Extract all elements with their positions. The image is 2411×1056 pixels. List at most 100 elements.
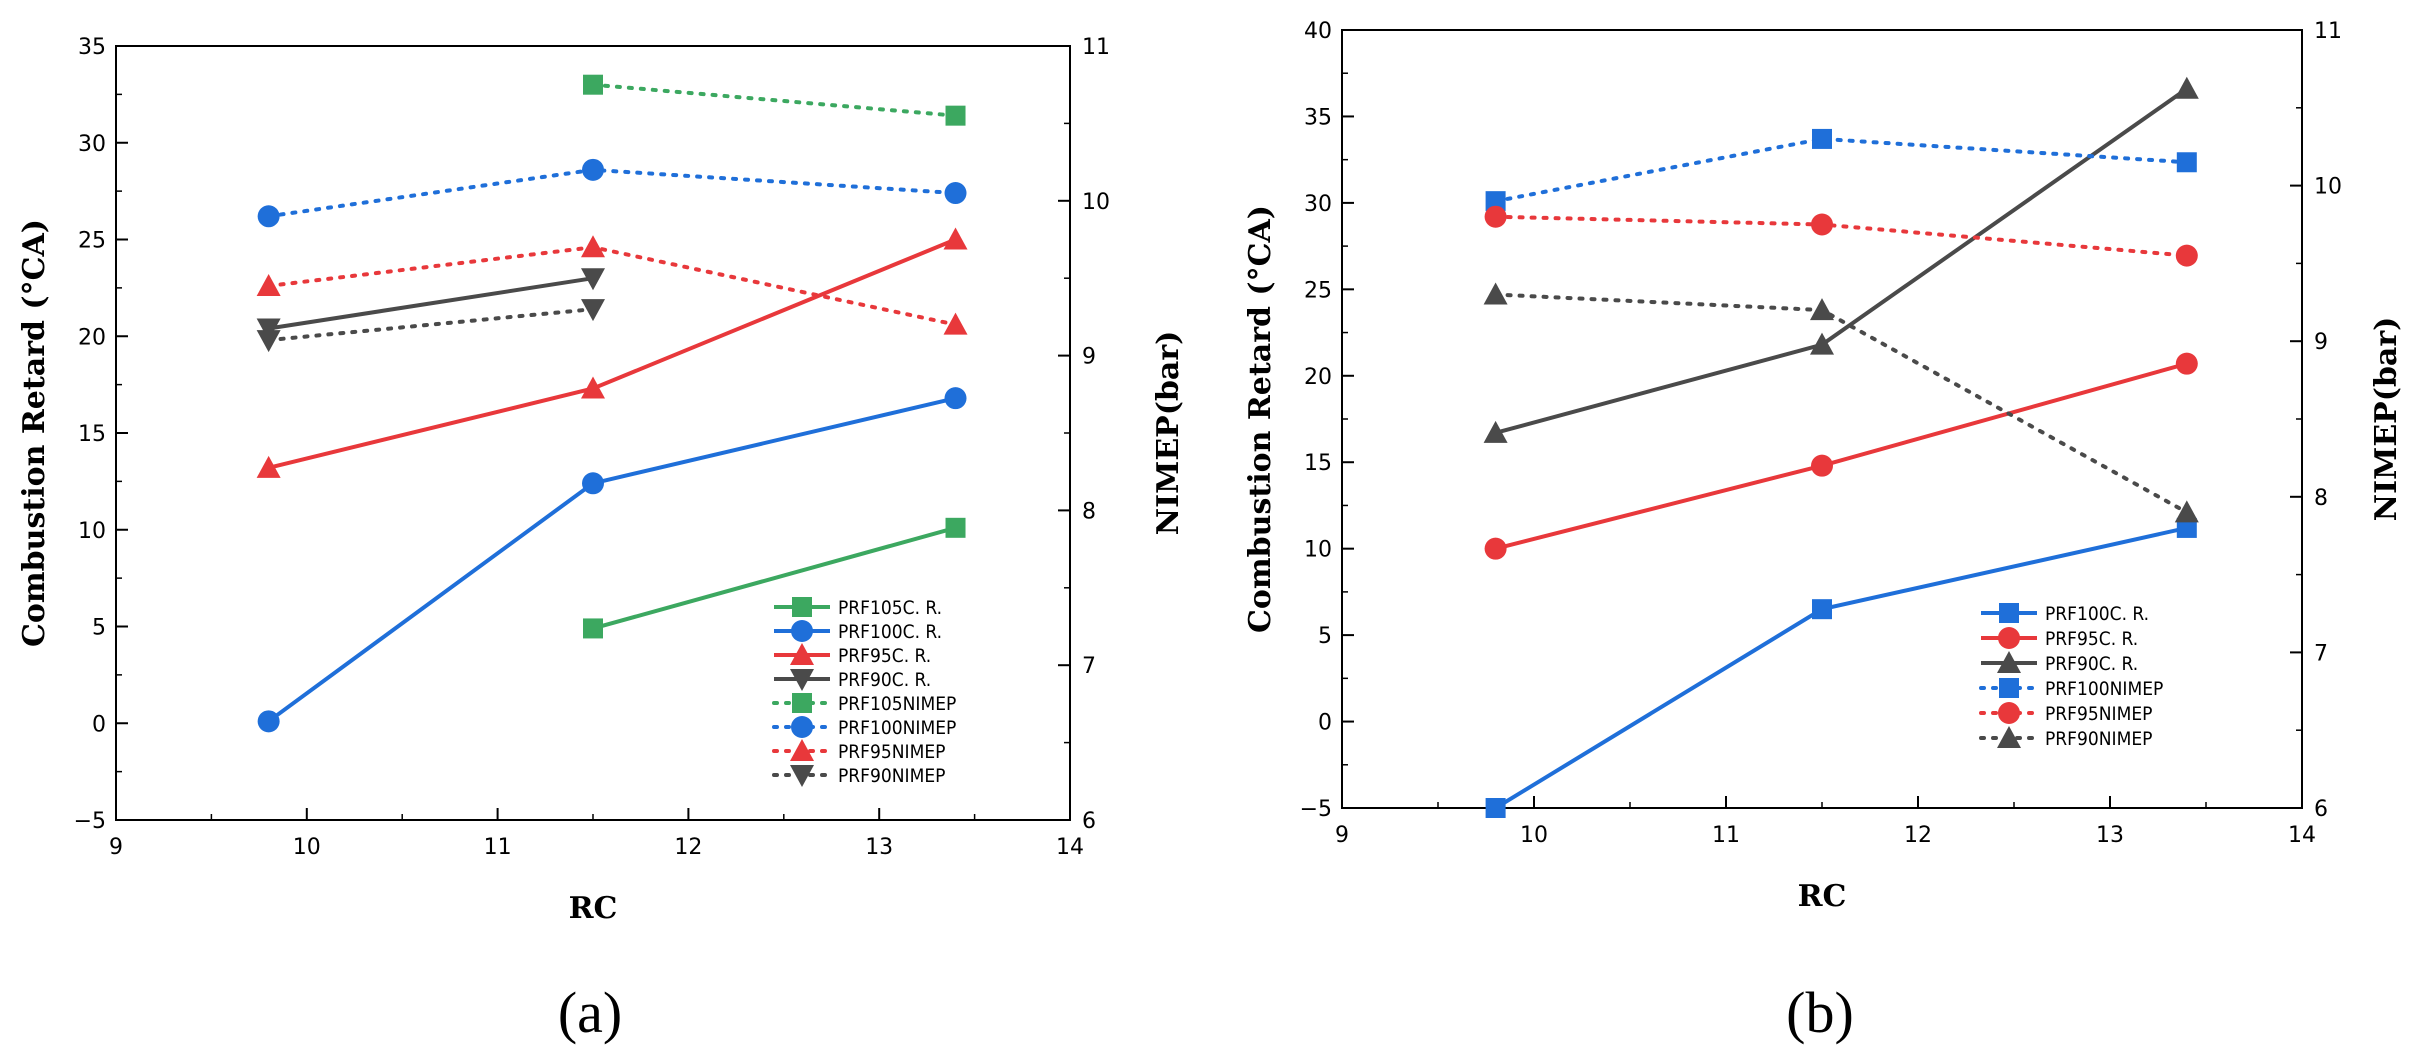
y2-tick-label: 7 (2314, 641, 2328, 666)
data-point (256, 318, 281, 341)
y-tick-label: 0 (92, 712, 106, 737)
legend-swatch-marker (1999, 678, 2019, 698)
data-point (944, 387, 967, 410)
y-tick-label: 30 (1304, 192, 1332, 217)
data-point (583, 74, 603, 95)
data-point (1483, 420, 1508, 443)
legend-label: PRF105C. R. (838, 597, 942, 619)
legend-label: PRF90NIMEP (2045, 728, 2152, 750)
x-tick-label: 12 (674, 835, 702, 860)
y-tick-label: 35 (1304, 105, 1332, 130)
legend-label: PRF100NIMEP (2045, 678, 2163, 700)
legend-swatch-marker (1997, 651, 2021, 673)
data-point (1485, 191, 1506, 212)
data-point (2176, 152, 2197, 173)
y2-tick-label: 8 (2314, 486, 2328, 511)
data-point (1810, 332, 1834, 355)
data-point (2176, 517, 2197, 538)
legend-swatch-marker (791, 620, 813, 642)
series-line (268, 276, 594, 331)
y-tick-label: 30 (78, 132, 106, 157)
chart-panel-b: 9 10 11 12 13 14 −5 0 5 10 15 20 25 30 35 40 6 7 8 9 10 11 PRF… (1243, 19, 2404, 1045)
legend-label: PRF100NIMEP (838, 717, 956, 739)
data-point (1812, 128, 1832, 149)
y2-tick-label: 7 (1082, 654, 1096, 679)
y-tick-label: 20 (1304, 365, 1332, 390)
data-point (1484, 537, 1507, 560)
data-point (2174, 76, 2199, 99)
legend-label: PRF95C. R. (838, 645, 931, 667)
x-tick-label: 11 (1712, 823, 1740, 848)
legend-swatch-marker (1999, 603, 2019, 623)
y2-axis-title-a: NIMEP(bar) (1151, 331, 1186, 536)
legend-swatch-marker (1998, 702, 2020, 724)
data-point (1812, 599, 1832, 620)
y2-tick-label: 9 (1082, 345, 1096, 370)
x-tick-label: 12 (1904, 823, 1932, 848)
chart-marks-b: 9 10 11 12 13 14 −5 0 5 10 15 20 25 30 35 40 6 7 8 9 10 11 PRF… (1300, 19, 2342, 848)
y-tick-label: 25 (1304, 278, 1332, 303)
y-tick-label: 10 (78, 519, 106, 544)
y2-tick-label: 10 (2314, 175, 2342, 200)
data-point (582, 472, 604, 495)
data-point (256, 330, 281, 353)
legend-swatch-marker (1997, 726, 2021, 748)
x-tick-label: 13 (2096, 823, 2124, 848)
data-point (945, 517, 966, 538)
legend-label: PRF90NIMEP (838, 765, 945, 787)
data-point (581, 235, 605, 258)
x-axis-title-a: RC (569, 891, 618, 926)
x-tick-label: 9 (109, 835, 123, 860)
data-point (256, 273, 281, 296)
legend-label: PRF100C. R. (838, 621, 942, 643)
y2-tick-label: 11 (2314, 19, 2342, 44)
y-tick-label: 40 (1304, 19, 1332, 44)
y2-tick-label: 10 (1082, 190, 1110, 215)
data-point (581, 299, 605, 322)
legend-swatch-marker (791, 716, 813, 738)
data-point (2175, 244, 2198, 267)
legend-label: PRF95NIMEP (838, 741, 945, 763)
legend-label: PRF105NIMEP (838, 693, 956, 715)
series-line (592, 525, 957, 631)
data-point (943, 312, 968, 335)
legend-swatch-marker (790, 669, 814, 691)
data-point (1485, 798, 1506, 818)
x-tick-label: 9 (1335, 823, 1349, 848)
y-tick-label: 20 (78, 325, 106, 350)
data-point (582, 158, 604, 181)
y-tick-label: 25 (78, 229, 106, 254)
legend-swatch-marker (1998, 627, 2020, 649)
data-point (581, 268, 605, 291)
data-point (1810, 298, 1834, 321)
y-tick-label: 15 (78, 422, 106, 447)
data-point (945, 105, 966, 126)
y-axis-title-a: Combustion Retard (°CA) (17, 219, 52, 647)
legend-label: PRF90C. R. (2045, 653, 2138, 675)
data-point (2174, 500, 2199, 523)
y-tick-label: −5 (1300, 797, 1332, 822)
legend-swatch-marker (792, 597, 812, 617)
legend-label: PRF90C. R. (838, 669, 931, 691)
data-point (1484, 205, 1507, 228)
x-axis-title-b: RC (1798, 879, 1847, 914)
panel-label-b: (b) (1786, 980, 1854, 1045)
y2-tick-label: 6 (1082, 809, 1096, 834)
y-tick-label: 15 (1304, 451, 1332, 476)
x-tick-label: 14 (1056, 835, 1084, 860)
chart-panel-a: 9 10 11 12 13 14 −5 0 5 10 15 20 25 30 35 6 7 8 9 10 11 PRF10… (17, 35, 1186, 1045)
y-tick-label: 10 (1304, 538, 1332, 563)
legend-swatch-marker (790, 739, 814, 761)
legend-swatch-marker (790, 643, 814, 665)
y-axis-title-b: Combustion Retard (°CA) (1243, 205, 1278, 633)
data-point (583, 618, 603, 639)
y2-tick-label: 11 (1082, 35, 1110, 60)
data-point (257, 710, 280, 733)
y2-tick-label: 6 (2314, 797, 2328, 822)
legend-label: PRF100C. R. (2045, 603, 2149, 625)
series-line (1493, 136, 2189, 204)
y2-tick-label: 9 (2314, 330, 2328, 355)
series-line (591, 82, 958, 118)
